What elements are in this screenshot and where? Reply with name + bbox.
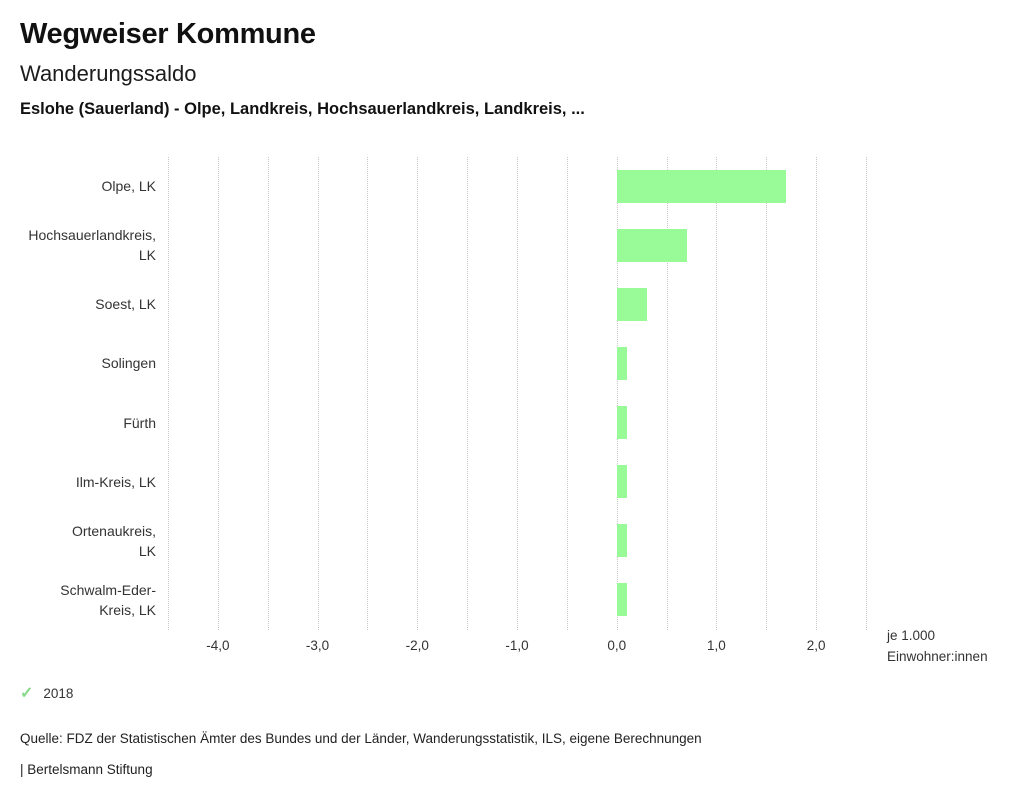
grid-line — [367, 156, 369, 630]
x-tick-label: 0,0 — [607, 637, 627, 653]
value-bar — [616, 406, 627, 440]
category-label: Ilm-Kreis, LK — [75, 473, 156, 490]
category-label: Fürth — [123, 414, 156, 431]
grid-line — [267, 156, 269, 630]
category-label: Solingen — [101, 355, 157, 372]
legend-year-label: 2018 — [43, 685, 74, 701]
value-bar — [616, 228, 687, 262]
grid-line — [866, 156, 867, 630]
grid-line — [666, 156, 668, 630]
grid-line — [417, 156, 419, 630]
brand-note: | Bertelsmann Stiftung — [20, 761, 153, 777]
grid-line — [716, 156, 718, 630]
grid-line — [517, 156, 518, 630]
source-note: Quelle: FDZ der Statistischen Ämter des … — [20, 730, 702, 746]
app-title: Wegweiser Kommune — [20, 18, 316, 50]
value-bar — [616, 169, 787, 203]
grid-line — [816, 156, 818, 630]
value-bar — [616, 524, 627, 558]
chart-title: Wanderungssaldo — [20, 61, 197, 87]
grid-line — [168, 156, 169, 630]
grid-line — [616, 156, 618, 630]
axis-unit-label: je 1.000 Einwohner:innen — [887, 627, 988, 664]
category-label: Soest, LK — [95, 296, 156, 313]
grid-line — [217, 156, 219, 630]
check-icon: ✓ — [20, 684, 34, 702]
x-tick-label: -3,0 — [305, 637, 330, 653]
grid-line — [566, 156, 568, 630]
value-bar — [616, 287, 647, 321]
chart-header: Wegweiser Kommune Wanderungssaldo Eslohe… — [0, 0, 1024, 120]
bar-chart: Olpe, LK Hochsauerlandkreis, LK Soest, LK S… — [28, 156, 988, 664]
x-tick-label: 1,0 — [707, 637, 726, 653]
value-bar — [616, 465, 627, 499]
value-bar — [616, 346, 627, 380]
grid-line — [317, 156, 319, 630]
x-tick-label: -1,0 — [505, 637, 529, 653]
category-label: Hochsauerlandkreis, LK — [28, 227, 156, 264]
grid-line — [467, 156, 469, 630]
grid-line — [766, 156, 768, 630]
category-label: Schwalm-Eder- Kreis, LK — [60, 581, 156, 618]
category-label: Olpe, LK — [101, 178, 156, 195]
x-tick-label: -2,0 — [405, 637, 429, 653]
x-tick-label: -4,0 — [206, 637, 230, 653]
chart-context-line: Eslohe (Sauerland) - Olpe, Landkreis, Ho… — [20, 99, 585, 118]
plot-area: Olpe, LK Hochsauerlandkreis, LK Soest, LK S… — [28, 156, 988, 664]
category-label: Ortenaukreis, LK — [71, 522, 156, 559]
chart-legend: ✓ 2018 — [20, 684, 1024, 704]
x-tick-label: 2,0 — [806, 637, 826, 653]
value-bar — [616, 583, 627, 617]
